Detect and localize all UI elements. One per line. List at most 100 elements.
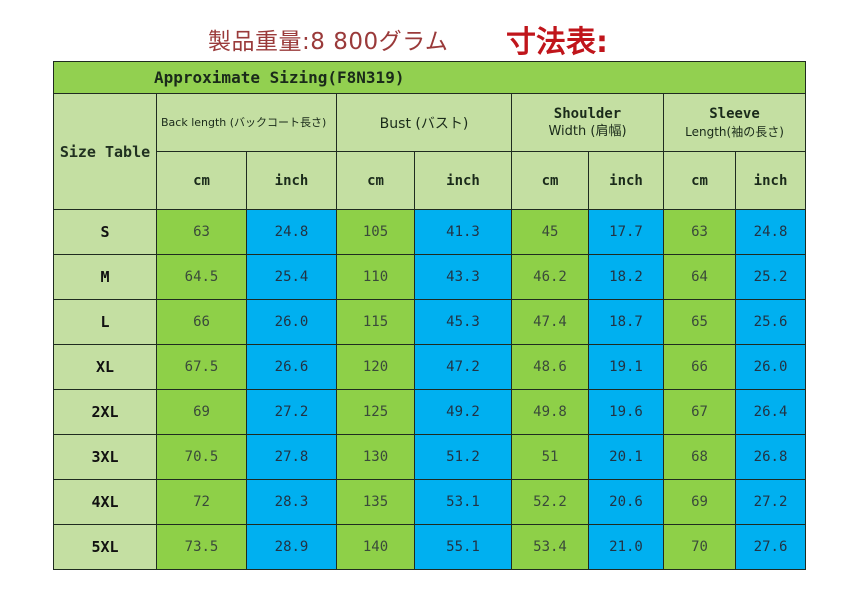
back-length-inch-cell: 27.2 [246,389,337,435]
shoulder-inch-cell: 18.7 [588,299,664,345]
header-bust: Bust (バスト) [336,93,512,152]
size-cell: 5XL [53,524,157,570]
sleeve-inch-cell: 24.8 [734,209,807,255]
table-row: M 64.5 25.4 110 43.3 46.2 18.2 64 25.2 [53,254,807,300]
table-row: L 66 26.0 115 45.3 47.4 18.7 65 25.6 [53,299,807,345]
bust-cm-cell: 105 [336,209,415,255]
header-sleeve-sub: Length(袖の長さ) [685,124,784,139]
sleeve-cm-cell: 67 [663,389,736,435]
size-cell: S [53,209,157,255]
bust-cm-cell: 135 [336,479,415,525]
back-length-inch-cell: 24.8 [246,209,337,255]
table-row: 4XL 72 28.3 135 53.1 52.2 20.6 69 27.2 [53,479,807,525]
back-length-inch-cell: 28.3 [246,479,337,525]
size-cell: 3XL [53,434,157,480]
sleeve-inch-cell: 27.6 [734,524,807,570]
page-header: 製品重量:8 800グラム 寸法表: [0,14,846,60]
header-sleeve-main: Sleeve [709,105,760,122]
shoulder-cm-cell: 47.4 [511,299,589,345]
bust-cm-cell: 140 [336,524,415,570]
table-row: 2XL 69 27.2 125 49.2 49.8 19.6 67 26.4 [53,389,807,435]
header-shoulder: Shoulder Width (肩幅) [511,93,664,152]
header-shoulder-sub: Width (肩幅) [548,123,627,139]
shoulder-cm-cell: 45 [511,209,589,255]
sleeve-inch-cell: 25.6 [734,299,807,345]
unit-header-cm: cm [336,151,415,210]
sleeve-inch-cell: 26.0 [734,344,807,390]
unit-header-inch: inch [246,151,337,210]
table-row: 5XL 73.5 28.9 140 55.1 53.4 21.0 70 27.6 [53,524,807,570]
unit-header-cm: cm [156,151,247,210]
bust-inch-cell: 43.3 [414,254,512,300]
shoulder-inch-cell: 20.6 [588,479,664,525]
sleeve-cm-cell: 70 [663,524,736,570]
table-row: 3XL 70.5 27.8 130 51.2 51 20.1 68 26.8 [53,434,807,480]
back-length-inch-cell: 26.6 [246,344,337,390]
shoulder-cm-cell: 46.2 [511,254,589,300]
header-back-length: Back length (バックコート長さ) [156,93,337,152]
shoulder-inch-cell: 20.1 [588,434,664,480]
sleeve-cm-cell: 68 [663,434,736,480]
sleeve-inch-cell: 27.2 [734,479,807,525]
sleeve-cm-cell: 64 [663,254,736,300]
shoulder-inch-cell: 19.1 [588,344,664,390]
size-cell: 2XL [53,389,157,435]
back-length-inch-cell: 26.0 [246,299,337,345]
back-length-inch-cell: 28.9 [246,524,337,570]
size-cell: XL [53,344,157,390]
unit-header-inch: inch [588,151,664,210]
bust-cm-cell: 130 [336,434,415,480]
bust-inch-cell: 51.2 [414,434,512,480]
bust-inch-cell: 55.1 [414,524,512,570]
table-row: S 63 24.8 105 41.3 45 17.7 63 24.8 [53,209,807,255]
table-row: XL 67.5 26.6 120 47.2 48.6 19.1 66 26.0 [53,344,807,390]
back-length-cm-cell: 73.5 [156,524,247,570]
bust-inch-cell: 47.2 [414,344,512,390]
back-length-inch-cell: 27.8 [246,434,337,480]
back-length-cm-cell: 67.5 [156,344,247,390]
shoulder-cm-cell: 52.2 [511,479,589,525]
sleeve-inch-cell: 26.8 [734,434,807,480]
unit-header-cm: cm [511,151,589,210]
sleeve-cm-cell: 63 [663,209,736,255]
size-cell: 4XL [53,479,157,525]
bust-cm-cell: 120 [336,344,415,390]
sleeve-cm-cell: 66 [663,344,736,390]
unit-header-cm: cm [663,151,736,210]
bust-cm-cell: 115 [336,299,415,345]
bust-inch-cell: 45.3 [414,299,512,345]
sleeve-inch-cell: 26.4 [734,389,807,435]
sleeve-cm-cell: 69 [663,479,736,525]
bust-inch-cell: 53.1 [414,479,512,525]
shoulder-inch-cell: 21.0 [588,524,664,570]
unit-header-inch: inch [414,151,512,210]
shoulder-cm-cell: 49.8 [511,389,589,435]
sleeve-cm-cell: 65 [663,299,736,345]
back-length-cm-cell: 66 [156,299,247,345]
table-title: Approximate Sizing(F8N319) [52,61,807,94]
bust-cm-cell: 125 [336,389,415,435]
size-chart-label: 寸法表: [506,25,608,60]
back-length-cm-cell: 69 [156,389,247,435]
header-sleeve: Sleeve Length(袖の長さ) [662,93,807,152]
back-length-cm-cell: 72 [156,479,247,525]
bust-inch-cell: 41.3 [414,209,512,255]
shoulder-inch-cell: 17.7 [588,209,664,255]
size-table: Approximate Sizing(F8N319) Size Table Ba… [52,61,807,570]
shoulder-cm-cell: 51 [511,434,589,480]
size-cell: M [53,254,157,300]
shoulder-cm-cell: 48.6 [511,344,589,390]
back-length-cm-cell: 63 [156,209,247,255]
shoulder-cm-cell: 53.4 [511,524,589,570]
sleeve-inch-cell: 25.2 [734,254,807,300]
bust-cm-cell: 110 [336,254,415,300]
back-length-cm-cell: 70.5 [156,434,247,480]
shoulder-inch-cell: 19.6 [588,389,664,435]
back-length-inch-cell: 25.4 [246,254,337,300]
unit-header-inch: inch [734,151,807,210]
header-shoulder-main: Shoulder [553,105,622,122]
shoulder-inch-cell: 18.2 [588,254,664,300]
size-table-label: Size Table [53,93,157,210]
bust-inch-cell: 49.2 [414,389,512,435]
size-cell: L [53,299,157,345]
